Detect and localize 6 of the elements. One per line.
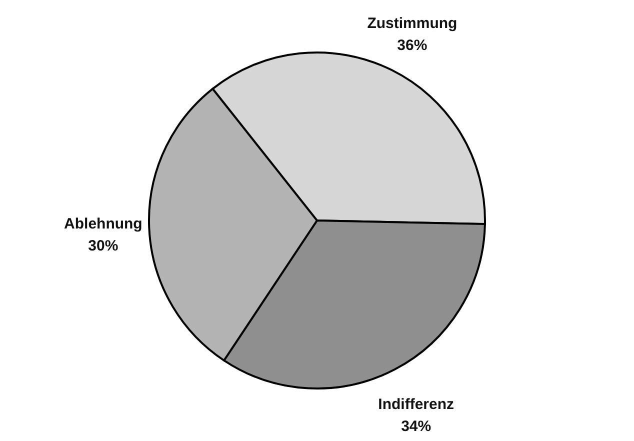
data-label: 36% bbox=[397, 36, 428, 54]
slice-label: Indifferenz bbox=[378, 396, 454, 414]
data-label: 30% bbox=[88, 237, 118, 254]
slice-label: Ablehnung bbox=[64, 215, 142, 232]
data-label: 34% bbox=[401, 418, 432, 436]
slice-label: Zustimmung bbox=[367, 14, 458, 32]
